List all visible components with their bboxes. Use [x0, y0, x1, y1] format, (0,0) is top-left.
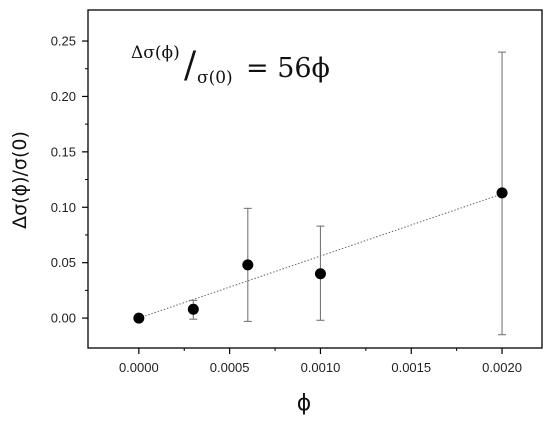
- y-tick-label: 0.05: [51, 255, 76, 270]
- y-tick-label: 0.25: [51, 34, 76, 49]
- x-tick-label: 0.0020: [482, 360, 522, 375]
- tick-marks: 0.0000 0.0005 0.0010 0.0015 0.0020 0.00 0.05 0.…: [51, 34, 522, 375]
- data-points: [133, 187, 508, 324]
- data-point: [133, 312, 145, 324]
- data-point: [314, 268, 326, 280]
- y-tick-label: 0.20: [51, 89, 76, 104]
- axes: [87, 9, 543, 349]
- x-tick-label: 0.0010: [301, 360, 341, 375]
- x-tick-label: 0.0000: [119, 360, 159, 375]
- y-tick-label: 0.00: [51, 311, 76, 326]
- y-axis-label: Δσ(ϕ)/σ(0): [9, 131, 31, 229]
- x-axis-label: ϕ: [297, 391, 312, 416]
- plot-frame: [87, 9, 543, 349]
- data-point: [496, 187, 508, 199]
- error-bars: [189, 51, 507, 336]
- equation-numerator: Δσ(ϕ): [131, 43, 180, 63]
- fit-equation: Δσ(ϕ) / σ(0) = 56ϕ: [131, 43, 330, 88]
- y-tick-label: 0.10: [51, 200, 76, 215]
- data-point: [242, 259, 254, 271]
- x-tick-label: 0.0015: [391, 360, 431, 375]
- equation-rhs: = 56ϕ: [246, 53, 330, 84]
- x-tick-label: 0.0005: [210, 360, 250, 375]
- equation-slash: /: [184, 45, 197, 86]
- equation-denominator: σ(0): [197, 68, 233, 88]
- y-tick-label: 0.15: [51, 144, 76, 159]
- data-point: [187, 303, 199, 315]
